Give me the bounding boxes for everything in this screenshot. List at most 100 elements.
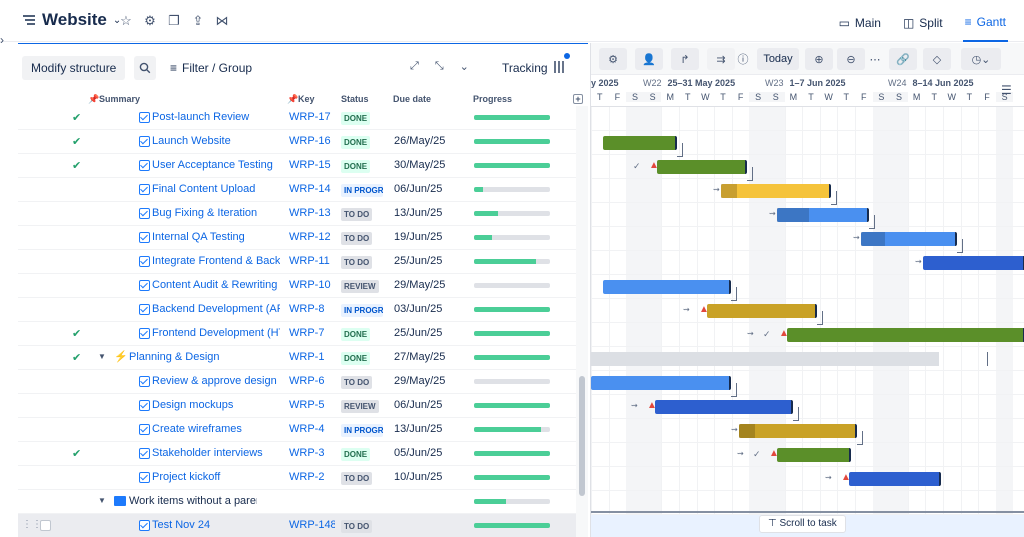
dependency-icon[interactable]: ⇝: [683, 305, 690, 314]
columns-icon[interactable]: [553, 60, 565, 74]
table-row[interactable]: ✔ Frontend Development (HTML) WRP-7 DONE 25/…: [18, 322, 578, 346]
chevron-down-icon[interactable]: ▼: [98, 496, 106, 505]
issue-key[interactable]: WRP-14: [289, 183, 331, 195]
status-badge[interactable]: REVIEW: [341, 280, 379, 293]
share-icon[interactable]: ⋈: [215, 13, 229, 28]
filter-group-button[interactable]: ≡ Filter / Group: [170, 56, 252, 80]
summary-link[interactable]: Stakeholder interviews: [152, 447, 263, 459]
milestone-button[interactable]: ◇: [923, 48, 951, 70]
task-bar[interactable]: [923, 256, 1024, 270]
link-button[interactable]: 🔗: [889, 48, 917, 70]
task-bar[interactable]: [721, 184, 831, 198]
expand-all-icon[interactable]: ⤢: [410, 60, 419, 72]
task-bar[interactable]: [657, 160, 747, 174]
task-bar[interactable]: [707, 304, 817, 318]
issue-key[interactable]: WRP-4: [289, 423, 325, 435]
level-button[interactable]: ⇉: [707, 48, 735, 70]
warning-icon[interactable]: ▲: [769, 448, 779, 459]
dependency-icon[interactable]: ⇝: [631, 401, 638, 410]
status-badge[interactable]: DONE: [341, 352, 371, 365]
status-badge[interactable]: IN PROGRESS: [341, 184, 383, 197]
status-badge[interactable]: REVIEW: [341, 400, 379, 413]
add-column-icon[interactable]: +: [573, 94, 583, 104]
summary-link[interactable]: Review & approve design: [152, 375, 277, 387]
col-due[interactable]: Due date: [393, 94, 432, 104]
gantt-settings-button[interactable]: ⚙: [599, 48, 627, 70]
dependency-icon[interactable]: ⇝: [915, 257, 922, 266]
table-row[interactable]: Final Content Upload WRP-14 IN PROGRESS 06/…: [18, 178, 578, 202]
table-row[interactable]: ✔ User Acceptance Testing WRP-15 DONE 30/May…: [18, 154, 578, 178]
summary-link[interactable]: Launch Website: [152, 135, 231, 147]
issue-key[interactable]: WRP-10: [289, 279, 331, 291]
copy-icon[interactable]: ❐: [168, 13, 180, 28]
dependency-icon[interactable]: ⇝: [731, 425, 738, 434]
issue-key[interactable]: WRP-6: [289, 375, 325, 387]
status-badge[interactable]: TO DO: [341, 520, 373, 533]
status-badge[interactable]: DONE: [341, 136, 371, 149]
summary-link[interactable]: Integrate Frontend & Backend: [152, 255, 280, 267]
export-icon[interactable]: ⇪: [192, 13, 204, 28]
issue-key[interactable]: WRP-148: [289, 519, 335, 531]
table-row[interactable]: Content Audit & Rewriting WRP-10 REVIEW 29/…: [18, 274, 578, 298]
table-row[interactable]: ⋮⋮ Test Nov 24 WRP-148 TO DO: [18, 514, 578, 537]
search-button[interactable]: [134, 56, 156, 80]
scroll-thumb[interactable]: [579, 376, 585, 496]
issue-key[interactable]: WRP-12: [289, 231, 331, 243]
status-badge[interactable]: DONE: [341, 328, 371, 341]
summary-link[interactable]: Design mockups: [152, 399, 234, 411]
table-row[interactable]: ▼ Work items without a parent: [18, 490, 578, 514]
col-status[interactable]: Status: [341, 94, 369, 104]
warning-icon[interactable]: ▲: [649, 160, 659, 171]
drag-handle-icon[interactable]: ⋮⋮: [22, 519, 42, 530]
summary-link[interactable]: Bug Fixing & Iteration: [152, 207, 258, 219]
status-badge[interactable]: IN PROGRESS: [341, 424, 383, 437]
baseline-button[interactable]: ↱: [671, 48, 699, 70]
issue-key[interactable]: WRP-2: [289, 471, 325, 483]
more-button[interactable]: ⋯: [867, 48, 883, 70]
zoom-out-button[interactable]: ⊖: [837, 48, 865, 70]
dependency-icon[interactable]: ⇝: [825, 473, 832, 482]
project-switcher[interactable]: Website ⌄: [22, 10, 121, 30]
status-badge[interactable]: DONE: [341, 160, 371, 173]
summary-link[interactable]: Content Audit & Rewriting: [152, 279, 278, 291]
status-badge[interactable]: TO DO: [341, 256, 373, 269]
issue-key[interactable]: WRP-17: [289, 111, 331, 123]
dependency-icon[interactable]: ⇝: [747, 329, 754, 338]
table-row[interactable]: Bug Fixing & Iteration WRP-13 TO DO 13/Jun/…: [18, 202, 578, 226]
table-row[interactable]: Project kickoff WRP-2 TO DO 10/Jun/25: [18, 466, 578, 490]
summary-link[interactable]: Internal QA Testing: [152, 231, 245, 243]
dependency-icon[interactable]: ⇝: [713, 185, 720, 194]
scrollbar[interactable]: [576, 106, 588, 537]
issue-key[interactable]: WRP-13: [289, 207, 331, 219]
task-bar[interactable]: [861, 232, 957, 246]
list-icon[interactable]: ☰: [1001, 83, 1012, 97]
task-bar[interactable]: [787, 328, 1024, 342]
task-bar[interactable]: [777, 448, 851, 462]
task-bar[interactable]: [603, 280, 731, 294]
table-row[interactable]: Integrate Frontend & Backend WRP-11 TO DO 2…: [18, 250, 578, 274]
task-bar[interactable]: [849, 472, 941, 486]
dependency-icon[interactable]: ⇝: [769, 209, 776, 218]
modify-structure-button[interactable]: Modify structure: [22, 56, 126, 80]
issue-key[interactable]: WRP-7: [289, 327, 325, 339]
warning-icon[interactable]: ▲: [699, 304, 709, 315]
status-badge[interactable]: DONE: [341, 448, 371, 461]
zoom-in-button[interactable]: ⊕: [805, 48, 833, 70]
status-badge[interactable]: TO DO: [341, 208, 373, 221]
chevron-down-icon[interactable]: ⌄: [459, 61, 469, 73]
task-bar[interactable]: [655, 400, 793, 414]
summary-link[interactable]: Planning & Design: [129, 351, 220, 363]
dependency-icon[interactable]: ⇝: [853, 233, 860, 242]
tracking-button[interactable]: Tracking: [502, 61, 548, 75]
view-gantt[interactable]: ≡ Gantt: [962, 12, 1008, 42]
warning-icon[interactable]: ▲: [841, 472, 851, 483]
status-badge[interactable]: TO DO: [341, 376, 373, 389]
summary-link[interactable]: Backend Development (API): [152, 303, 280, 315]
issue-key[interactable]: WRP-15: [289, 159, 331, 171]
issue-key[interactable]: WRP-11: [289, 255, 330, 267]
status-badge[interactable]: DONE: [341, 112, 371, 125]
collapse-all-icon[interactable]: ⤡: [434, 60, 444, 72]
table-row[interactable]: Backend Development (API) WRP-8 IN PROGRES…: [18, 298, 578, 322]
issue-key[interactable]: WRP-1: [289, 351, 325, 363]
summary-link[interactable]: Project kickoff: [152, 471, 221, 483]
